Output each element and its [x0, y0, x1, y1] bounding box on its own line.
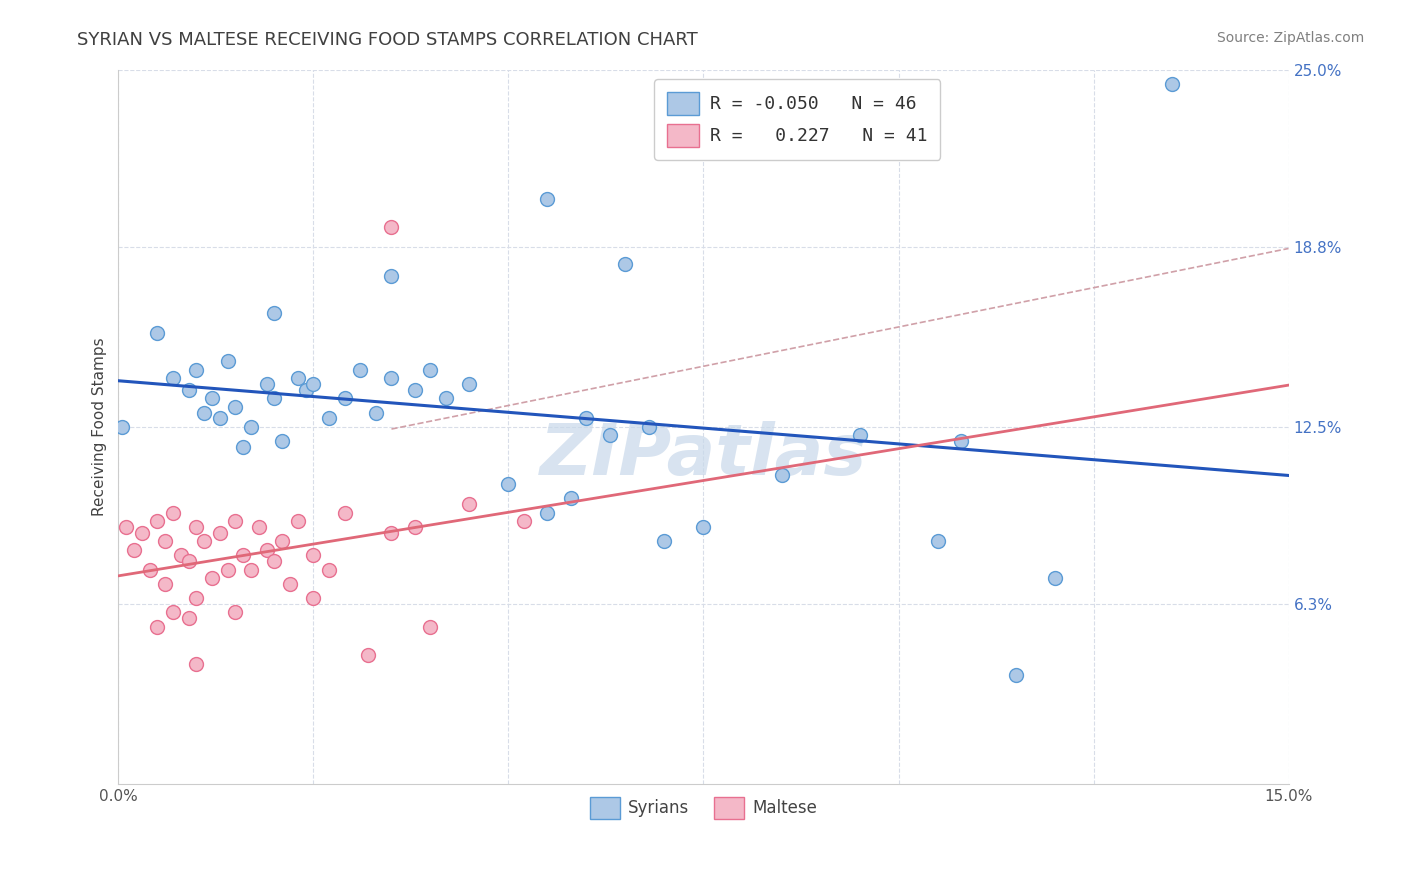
Point [193, 534, 215, 549]
Point [614, 257, 637, 271]
Point [949, 434, 972, 449]
Point [263, 554, 285, 568]
Point [560, 491, 582, 506]
Point [224, 400, 246, 414]
Point [201, 571, 224, 585]
Point [380, 525, 402, 540]
Point [208, 411, 231, 425]
Point [162, 506, 184, 520]
Point [419, 363, 441, 377]
Text: ZIPatlas: ZIPatlas [540, 421, 868, 490]
Point [364, 406, 387, 420]
Point [380, 371, 402, 385]
Point [146, 326, 169, 340]
Point [240, 420, 263, 434]
Point [208, 525, 231, 540]
Point [217, 354, 239, 368]
Point [224, 606, 246, 620]
Point [349, 363, 371, 377]
Point [434, 392, 457, 406]
Point [186, 520, 208, 534]
Point [404, 383, 426, 397]
Point [278, 577, 301, 591]
Point [256, 377, 278, 392]
Point [294, 383, 316, 397]
Point [770, 468, 793, 483]
Point [122, 542, 145, 557]
Point [599, 428, 621, 442]
Point [536, 192, 558, 206]
Point [115, 520, 138, 534]
Point [927, 534, 949, 549]
Point [302, 377, 325, 392]
Point [170, 549, 193, 563]
Point [458, 377, 481, 392]
Point [201, 392, 224, 406]
Point [302, 591, 325, 606]
Point [232, 440, 254, 454]
Point [513, 514, 536, 528]
Text: SYRIAN VS MALTESE RECEIVING FOOD STAMPS CORRELATION CHART: SYRIAN VS MALTESE RECEIVING FOOD STAMPS … [77, 31, 699, 49]
Point [217, 563, 239, 577]
Point [263, 392, 285, 406]
Point [1160, 78, 1182, 92]
Point [419, 620, 441, 634]
Point [111, 420, 134, 434]
Point [177, 611, 200, 625]
Point [155, 534, 177, 549]
Point [1043, 571, 1066, 585]
Point [224, 514, 246, 528]
Point [404, 520, 426, 534]
Point [380, 220, 402, 235]
Point [271, 434, 294, 449]
Point [458, 497, 481, 511]
Point [146, 620, 169, 634]
Point [638, 420, 661, 434]
Point [271, 534, 294, 549]
Point [287, 371, 309, 385]
Point [162, 371, 184, 385]
Point [318, 563, 340, 577]
Point [302, 549, 325, 563]
Point [155, 577, 177, 591]
Point [498, 477, 520, 491]
Point [138, 563, 160, 577]
Point [162, 606, 184, 620]
Point [318, 411, 340, 425]
Point [536, 506, 558, 520]
Point [654, 534, 676, 549]
Point [177, 383, 200, 397]
Legend: Syrians, Maltese: Syrians, Maltese [583, 790, 824, 825]
Point [186, 591, 208, 606]
Y-axis label: Receiving Food Stamps: Receiving Food Stamps [93, 337, 107, 516]
Point [575, 411, 598, 425]
Point [256, 542, 278, 557]
Point [177, 554, 200, 568]
Point [186, 657, 208, 671]
Point [692, 520, 714, 534]
Point [247, 520, 270, 534]
Point [333, 392, 356, 406]
Point [287, 514, 309, 528]
Point [232, 549, 254, 563]
Point [131, 525, 153, 540]
Point [193, 406, 215, 420]
Point [1004, 668, 1026, 682]
Point [848, 428, 870, 442]
Point [146, 514, 169, 528]
Point [240, 563, 263, 577]
Point [380, 268, 402, 283]
Text: Source: ZipAtlas.com: Source: ZipAtlas.com [1216, 31, 1364, 45]
Point [263, 306, 285, 320]
Point [333, 506, 356, 520]
Point [357, 648, 380, 663]
Point [186, 363, 208, 377]
